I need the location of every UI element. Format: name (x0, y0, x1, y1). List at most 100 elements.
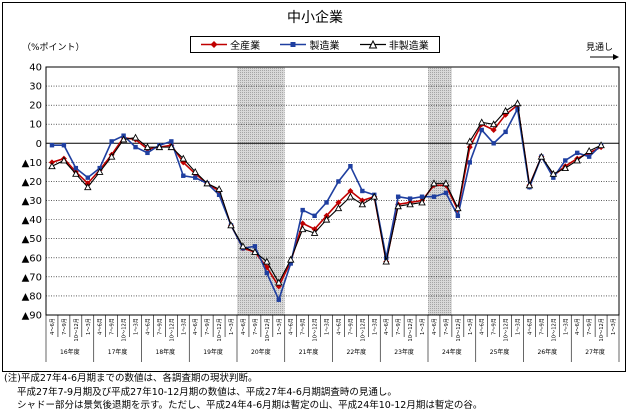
x-year-label: 18年度 (156, 348, 176, 356)
data-point (431, 194, 437, 199)
data-point (215, 185, 223, 193)
data-point (334, 204, 343, 212)
data-point (551, 175, 556, 180)
data-point (322, 215, 331, 223)
data-point (442, 179, 450, 187)
legend-label-manufacturing: 製造業 (309, 41, 340, 52)
data-point (310, 229, 319, 236)
x-quarter-label: 1～3月 (515, 318, 522, 335)
data-point (298, 225, 307, 233)
data-point (109, 139, 114, 144)
data-point (501, 106, 510, 114)
data-point (395, 194, 401, 199)
data-point (48, 162, 56, 170)
x-quarter-label: 4～6月 (97, 318, 104, 335)
data-point (360, 188, 365, 194)
x-quarter-label: 10～12月 (121, 318, 128, 342)
data-point (95, 167, 104, 175)
data-point (491, 141, 496, 146)
data-point (133, 144, 138, 150)
series-lines (48, 99, 605, 302)
data-point (324, 200, 329, 205)
data-point (167, 143, 176, 151)
x-quarter-label: 7～9月 (252, 318, 259, 335)
data-point (575, 150, 580, 156)
data-point (312, 213, 317, 218)
legend-label-all-industries: 全産業 (230, 41, 261, 52)
x-quarter-label: 4～6月 (192, 318, 199, 335)
x-quarter-label: 10～12月 (168, 318, 175, 342)
chart-legend: 全産業 製造業 非製造業 (190, 36, 440, 53)
x-quarter-label: 10～12月 (264, 318, 271, 342)
x-year-label: 17年度 (108, 348, 128, 356)
legend-swatch-non-manufacturing (359, 40, 386, 49)
x-year-label: 16年度 (60, 348, 80, 356)
x-quarter-label: 7～9月 (347, 318, 354, 335)
data-point (275, 278, 283, 286)
plot-area: 40 30 20 10 0 ▲10 ▲20 ▲30 ▲40 ▲50 ▲60 ▲70 ▲80 ▲90 4～6月… (22, 54, 620, 362)
y-tick-label: ▲60 (22, 253, 42, 264)
y-tick-label: ▲70 (22, 272, 42, 283)
x-quarter-label: 1～3月 (562, 318, 569, 335)
data-point (477, 118, 486, 126)
data-point (299, 220, 306, 227)
data-point (346, 192, 355, 200)
data-point (49, 143, 55, 148)
x-quarter-label: 1～3月 (276, 318, 283, 335)
data-point (503, 129, 508, 135)
x-year-label: 26年度 (538, 348, 558, 356)
x-quarter-label: 4～6月 (288, 318, 295, 335)
x-quarter-label: 10～12月 (598, 318, 605, 342)
data-point (348, 164, 353, 169)
data-point (131, 133, 140, 141)
data-point (252, 244, 258, 249)
x-quarter-label: 4～6月 (383, 318, 390, 335)
x-quarter-label: 7～9月 (491, 318, 498, 335)
x-quarter-label: 7～9月 (538, 318, 545, 335)
x-year-label: 25年度 (490, 348, 510, 356)
x-year-label: 24年度 (442, 348, 462, 356)
x-quarter-label: 4～6月 (431, 318, 438, 335)
x-quarter-label: 7～9月 (61, 318, 68, 335)
x-quarter-label: 1～3月 (180, 318, 187, 335)
y-tick-label: ▲40 (22, 215, 42, 226)
data-point (489, 120, 498, 128)
note-line-1: (注)平成27年4-6月期までの数値は、各調査期の現状判断。 (4, 373, 258, 384)
x-quarter-label: 4～6月 (49, 318, 56, 335)
y-tick-label: ▲30 (22, 196, 42, 207)
data-point (513, 99, 522, 107)
x-quarter-label: 4～6月 (526, 318, 533, 335)
data-point (72, 169, 80, 177)
data-point (563, 158, 568, 163)
x-quarter-label: 7～9月 (443, 318, 450, 335)
y-tick-label: 40 (29, 63, 42, 74)
note-line-3: シャドー部分は景気後退期を示す。ただし、平成24年4-6月期は暫定の山、平成24… (17, 400, 483, 411)
y-tick-label: 20 (29, 101, 42, 112)
data-point (466, 137, 474, 145)
data-point (561, 164, 570, 172)
x-quarter-label: 10～12月 (503, 318, 510, 342)
x-quarter-label: 10～12月 (216, 318, 223, 342)
data-point (455, 213, 461, 218)
data-point (288, 261, 293, 266)
series-non-manufacturing (48, 99, 605, 286)
data-point (216, 192, 222, 198)
x-quarter-label: 1～3月 (133, 318, 140, 335)
x-quarter-label: 7～9月 (156, 318, 163, 335)
data-point (191, 167, 199, 175)
y-tick-label: ▲10 (22, 158, 42, 169)
x-year-label: 21年度 (299, 348, 319, 356)
y-axis-label: （%ポイント） (22, 43, 85, 53)
data-point (155, 143, 164, 151)
data-point (597, 141, 605, 149)
data-point (263, 257, 271, 265)
legend-swatch-manufacturing (280, 42, 307, 47)
x-quarter-label: 7～9月 (586, 318, 593, 335)
x-quarter-label: 1～3月 (324, 318, 331, 335)
data-point (443, 190, 449, 196)
data-point (84, 183, 92, 191)
data-point (73, 165, 79, 171)
data-point (430, 179, 438, 187)
data-point (418, 198, 426, 206)
x-quarter-label: 10～12月 (407, 318, 414, 342)
